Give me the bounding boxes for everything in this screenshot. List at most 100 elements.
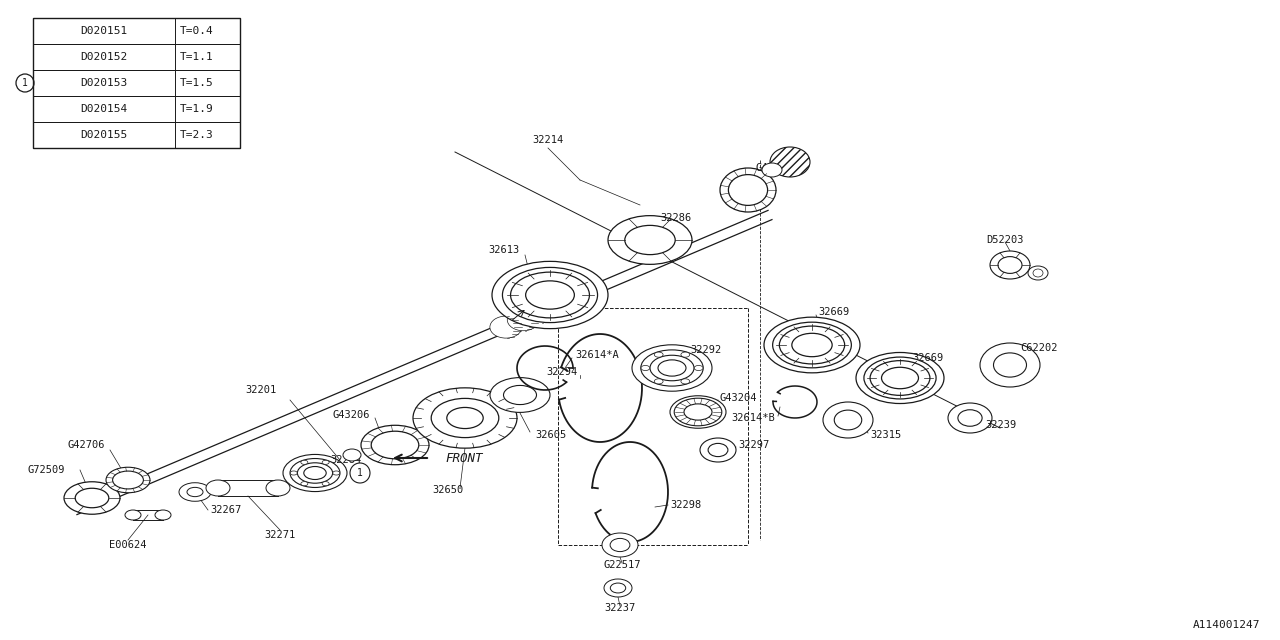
Ellipse shape (64, 482, 120, 515)
Ellipse shape (719, 168, 776, 212)
Text: D020151: D020151 (79, 26, 127, 36)
Text: 1: 1 (22, 78, 28, 88)
Text: E00624: E00624 (109, 540, 147, 550)
Ellipse shape (413, 388, 517, 448)
Text: G43206: G43206 (755, 163, 792, 173)
Ellipse shape (870, 361, 929, 396)
Ellipse shape (371, 431, 419, 459)
Ellipse shape (792, 333, 832, 356)
Bar (33, 122, 241, 148)
Text: 32214: 32214 (532, 135, 563, 145)
Ellipse shape (303, 467, 326, 479)
Text: T=1.5: T=1.5 (180, 78, 214, 88)
Text: T=1.1: T=1.1 (180, 52, 214, 62)
Text: 32284: 32284 (330, 455, 361, 465)
Ellipse shape (835, 410, 861, 430)
Ellipse shape (125, 510, 141, 520)
Text: 32669: 32669 (911, 353, 943, 363)
Ellipse shape (511, 272, 590, 318)
Ellipse shape (604, 579, 632, 597)
Text: G22517: G22517 (603, 560, 641, 570)
Ellipse shape (1033, 269, 1043, 277)
Ellipse shape (675, 398, 722, 426)
Ellipse shape (980, 343, 1039, 387)
Bar (33, 18, 241, 44)
Ellipse shape (700, 438, 736, 462)
Ellipse shape (283, 454, 347, 492)
Ellipse shape (764, 317, 860, 373)
Ellipse shape (323, 482, 329, 486)
Ellipse shape (694, 365, 703, 371)
Ellipse shape (301, 460, 308, 465)
Ellipse shape (503, 268, 598, 323)
Text: 1: 1 (357, 468, 364, 478)
Ellipse shape (206, 480, 230, 496)
Ellipse shape (155, 510, 172, 520)
Ellipse shape (864, 357, 936, 399)
Ellipse shape (728, 175, 768, 205)
Ellipse shape (301, 482, 308, 486)
Text: 32294: 32294 (547, 367, 579, 377)
Text: G43206: G43206 (333, 410, 370, 420)
Text: 32614*B: 32614*B (731, 413, 774, 423)
Text: A114001247: A114001247 (1193, 620, 1260, 630)
Ellipse shape (361, 426, 429, 465)
Text: D020155: D020155 (79, 130, 127, 140)
Text: 32298: 32298 (669, 500, 701, 510)
Ellipse shape (113, 471, 143, 489)
Text: 32271: 32271 (265, 530, 296, 540)
Ellipse shape (625, 225, 676, 255)
Ellipse shape (559, 287, 591, 308)
Text: 32650: 32650 (433, 485, 463, 495)
Ellipse shape (333, 471, 339, 475)
Ellipse shape (525, 301, 557, 323)
Ellipse shape (780, 326, 845, 364)
Bar (33, 96, 241, 122)
Text: 32292: 32292 (690, 345, 721, 355)
Ellipse shape (507, 308, 539, 331)
Text: D52203: D52203 (987, 235, 1024, 245)
Ellipse shape (762, 163, 782, 177)
Ellipse shape (291, 471, 297, 475)
Ellipse shape (998, 257, 1021, 273)
Ellipse shape (608, 216, 692, 264)
Text: G42706: G42706 (68, 440, 105, 450)
Text: 32613: 32613 (489, 245, 520, 255)
Text: 32315: 32315 (870, 430, 901, 440)
Ellipse shape (957, 410, 982, 426)
Text: 32669: 32669 (818, 307, 849, 317)
Ellipse shape (641, 350, 703, 386)
Ellipse shape (602, 533, 637, 557)
Ellipse shape (611, 538, 630, 552)
Ellipse shape (323, 460, 329, 465)
Bar (33, 70, 241, 96)
Ellipse shape (179, 483, 211, 501)
Text: 32614*A: 32614*A (575, 350, 618, 360)
Ellipse shape (297, 463, 333, 483)
Text: 32237: 32237 (604, 603, 636, 613)
Text: 32201: 32201 (244, 385, 276, 395)
Text: FRONT: FRONT (445, 451, 483, 465)
Text: T=0.4: T=0.4 (180, 26, 214, 36)
Ellipse shape (266, 480, 291, 496)
Ellipse shape (669, 396, 726, 428)
Ellipse shape (490, 316, 522, 338)
Ellipse shape (654, 352, 663, 357)
Ellipse shape (541, 294, 573, 316)
Text: T=2.3: T=2.3 (180, 130, 214, 140)
Ellipse shape (106, 467, 150, 493)
Ellipse shape (526, 281, 575, 309)
Ellipse shape (658, 360, 686, 376)
Ellipse shape (1028, 266, 1048, 280)
Ellipse shape (291, 458, 340, 488)
Ellipse shape (632, 345, 712, 391)
Text: D020152: D020152 (79, 52, 127, 62)
Ellipse shape (771, 147, 810, 177)
Ellipse shape (773, 322, 851, 368)
Text: 32239: 32239 (986, 420, 1016, 430)
Ellipse shape (681, 352, 690, 357)
Ellipse shape (993, 353, 1027, 377)
Ellipse shape (882, 367, 919, 388)
Ellipse shape (447, 408, 484, 429)
Ellipse shape (431, 398, 499, 438)
